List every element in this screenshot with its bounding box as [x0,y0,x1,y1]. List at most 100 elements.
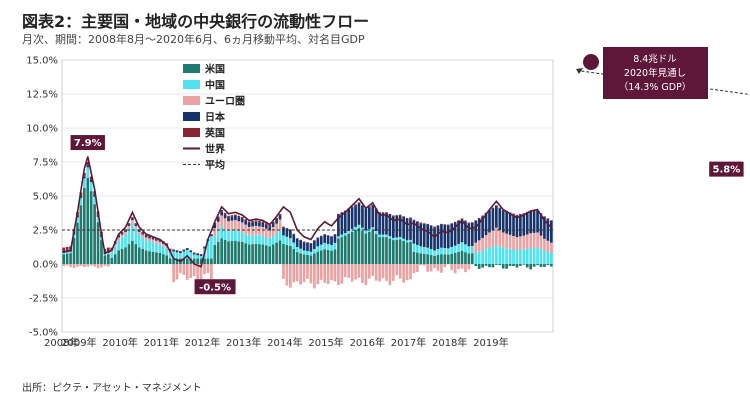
bar-china [131,222,134,241]
bar-uk [319,235,323,237]
bar-china [192,254,196,259]
bar-japan [240,218,244,223]
callout-box [70,135,105,151]
y-tick-label: 5.0% [33,192,58,203]
bar-japan [347,209,351,231]
bar-us [416,252,419,264]
bar-japan [86,165,90,168]
bar-japan [525,212,529,235]
bar-japan [460,219,464,243]
bar-us [155,252,158,264]
bar-japan [247,222,251,228]
bar-japan [82,176,86,179]
bar-china [234,230,237,241]
bar-japan [433,227,436,251]
bar-us [364,233,368,264]
bar-japan [522,213,526,236]
bar-euro [481,237,484,251]
bar-china [549,252,553,264]
bar-us [395,239,399,264]
bar-us [350,231,354,264]
bar-euro [337,264,340,285]
bar-uk [203,246,206,248]
bar-us [210,258,213,264]
bar-euro [203,264,206,275]
bar-china [337,236,340,239]
bar-uk [357,202,361,204]
bar-euro [299,264,302,285]
bar-uk [522,213,526,214]
bar-us [282,244,285,264]
bar-japan [477,218,481,241]
bar-us [237,241,241,264]
bar-japan [268,226,272,231]
bar-euro [374,264,378,281]
bar-china [302,250,306,255]
bar-euro [227,221,230,232]
bar-us [227,241,230,264]
bar-us [426,254,430,264]
bar-japan [141,233,145,235]
bar-euro [161,243,165,247]
bar-euro [412,264,416,273]
bar-uk [261,221,265,223]
bar-us [220,238,223,264]
bar-japan [288,230,292,239]
bar-china [319,244,323,251]
bar-uk [385,212,388,213]
bar-china [398,237,402,240]
bar-japan [216,217,220,222]
bar-euro [69,264,72,268]
bar-us [288,245,292,264]
bar-japan [378,212,381,235]
bar-us [120,249,124,264]
bar-euro [347,264,351,278]
bar-japan [203,247,206,249]
bar-japan [398,215,402,238]
bar-us [175,258,179,264]
bar-euro [498,230,502,247]
bar-euro [522,235,526,250]
bar-china [488,247,491,264]
bar-uk [227,215,230,218]
bar-euro [326,264,330,284]
bar-euro [124,231,127,235]
bar-china [196,255,199,259]
bar-japan [93,194,96,197]
bar-us [76,222,79,264]
bar-japan [230,216,234,221]
bar-euro [151,239,155,243]
bar-china [374,230,378,234]
bar-japan [220,211,223,216]
bar-uk [131,217,134,219]
bar-china [65,252,69,254]
bar-japan [131,218,134,220]
x-tick-label: 2014年 [267,336,302,349]
bar-us [230,241,234,264]
bar-japan [192,253,196,255]
bar-euro [426,264,430,272]
bar-us [244,243,248,264]
bar-china [216,231,220,242]
bar-euro [323,264,327,283]
bar-uk [350,206,354,208]
bar-euro [453,264,457,274]
bar-uk [450,223,454,224]
legend-swatch-euro [183,96,200,105]
bar-uk [192,252,196,254]
bar-euro [354,264,357,280]
bar-japan [179,251,182,253]
bar-china [69,251,72,254]
bar-japan [158,240,162,242]
bar-uk [498,207,502,209]
bar-japan [457,220,460,244]
x-tick-label: 2015年 [308,336,343,349]
bar-japan [419,223,423,247]
bar-japan [512,214,515,236]
bar-china [278,229,282,241]
bar-china [474,252,478,264]
bar-uk [134,223,138,225]
bar-us [474,264,478,266]
bar-japan [364,208,368,231]
bar-euro [251,226,254,236]
